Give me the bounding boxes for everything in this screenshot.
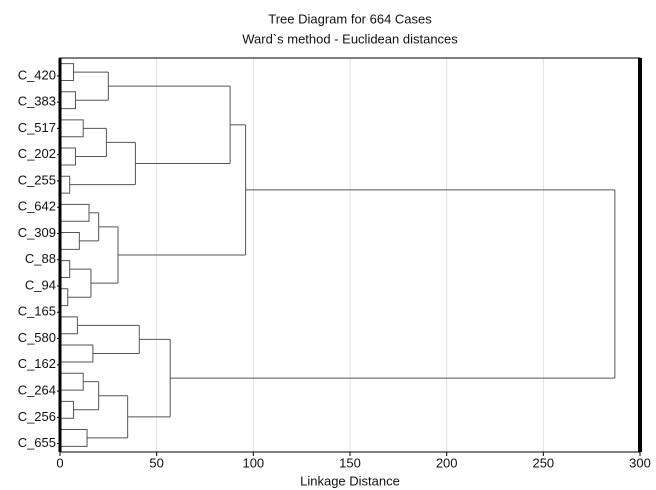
x-tick-label: 300: [629, 455, 651, 470]
y-tick-label: C_264: [18, 382, 56, 397]
x-tick-label: 200: [436, 455, 458, 470]
y-tick-label: C_642: [18, 199, 56, 214]
y-tick-label: C_420: [18, 67, 56, 82]
y-tick-label: C_202: [18, 146, 56, 161]
x-tick-label: 0: [56, 455, 63, 470]
y-tick-label: C_165: [18, 304, 56, 319]
x-tick-label: 100: [242, 455, 264, 470]
x-tick-label: 250: [532, 455, 554, 470]
cluster-stub: [60, 400, 75, 419]
x-tick-label: 50: [149, 455, 163, 470]
cluster-stub: [60, 63, 75, 82]
y-tick-label: C_255: [18, 172, 56, 187]
cluster-stub: [60, 175, 71, 194]
chart-title: Tree Diagram for 664 Cases: [268, 11, 432, 26]
cluster-stub: [60, 316, 78, 335]
chart-subtitle: Ward`s method - Euclidean distances: [242, 31, 458, 46]
y-tick-label: C_309: [18, 225, 56, 240]
cluster-stub: [60, 203, 90, 222]
y-tick-label: C_383: [18, 94, 56, 109]
y-tick-label: C_94: [25, 277, 56, 292]
cluster-stub: [60, 119, 84, 138]
y-tick-label: C_517: [18, 120, 56, 135]
y-tick-label: C_655: [18, 435, 56, 450]
cluster-stub: [60, 344, 94, 363]
cluster-stub: [60, 147, 76, 166]
cluster-stub: [60, 91, 76, 110]
y-tick-label: C_162: [18, 356, 56, 371]
cluster-stub: [60, 372, 84, 391]
y-tick-label: C_580: [18, 330, 56, 345]
cluster-stub: [60, 288, 69, 307]
cluster-stub: [60, 260, 71, 279]
y-tick-label: C_256: [18, 409, 56, 424]
y-tick-label: C_88: [25, 251, 56, 266]
x-axis-label: Linkage Distance: [300, 473, 400, 488]
cluster-stub: [60, 428, 88, 447]
x-tick-label: 150: [339, 455, 361, 470]
cluster-stub: [60, 231, 80, 250]
